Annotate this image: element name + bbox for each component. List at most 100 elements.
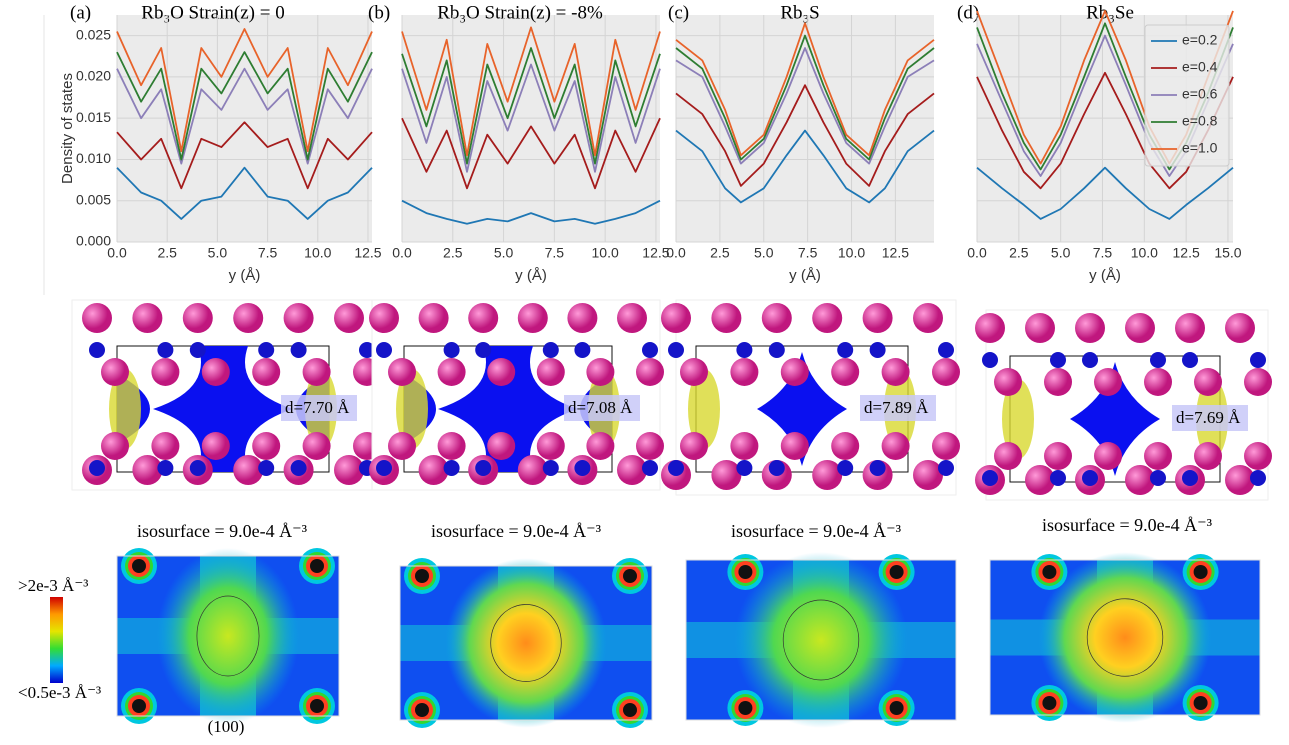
atom [132, 303, 163, 333]
chart-title: Rb₃S [780, 2, 819, 23]
anion [258, 460, 275, 476]
d-label: d=7.08 Å [568, 398, 633, 417]
atom [913, 460, 943, 490]
atom [182, 303, 213, 333]
atom [101, 432, 129, 460]
atom-core [1042, 696, 1057, 710]
x-tick-label: 10.0 [838, 245, 865, 261]
atom [418, 303, 449, 333]
atom [862, 303, 893, 333]
d-label-bg [281, 395, 357, 421]
anion [869, 342, 886, 358]
atom [369, 303, 399, 333]
atom [536, 358, 565, 386]
colorbar-min-label: <0.5e-3 Å⁻³ [18, 683, 101, 702]
anion [574, 460, 591, 476]
anion [1050, 470, 1066, 486]
anion [768, 342, 785, 358]
atom [1194, 442, 1222, 470]
x-tick-label: 12.5 [882, 245, 909, 261]
series-line [401, 63, 661, 173]
atom [780, 432, 809, 460]
y-tick-label: 0.000 [76, 233, 111, 249]
y-tick-label: 0.020 [76, 68, 111, 84]
map-frame [116, 555, 340, 717]
atom-core [889, 701, 904, 715]
series-line [116, 166, 373, 220]
atom [201, 358, 230, 386]
atom [617, 455, 647, 485]
contour [1086, 598, 1164, 677]
atom [680, 358, 708, 386]
charge-blob [1070, 362, 1160, 476]
atom [1225, 313, 1255, 343]
atom [1075, 313, 1105, 343]
map-center [734, 552, 908, 728]
yellow-blob [688, 369, 720, 449]
atom-core [132, 699, 146, 713]
atom [994, 368, 1022, 396]
atom [812, 460, 843, 490]
atom-core [1193, 565, 1208, 579]
legend-label: e=0.6 [1182, 86, 1218, 102]
atom-core [310, 699, 324, 713]
atom [680, 432, 708, 460]
atom [517, 455, 548, 485]
charge-blob [404, 346, 612, 472]
anion [443, 342, 460, 358]
anion [837, 342, 854, 358]
isosurface-label: isosurface = 9.0e-4 Å⁻³ [431, 521, 602, 541]
atom [517, 303, 548, 333]
anion [1250, 470, 1266, 486]
yellow-blob [109, 369, 141, 449]
atom [881, 432, 910, 460]
atom [132, 455, 163, 485]
atom [1244, 442, 1272, 470]
panel-label: (b) [368, 2, 390, 23]
x-tick-label: 7.5 [545, 245, 565, 261]
d-label: d=7.69 Å [1176, 408, 1241, 427]
x-tick-label: 10.0 [592, 245, 619, 261]
series-line [116, 67, 373, 165]
isosurface-label: isosurface = 9.0e-4 Å⁻³ [731, 521, 902, 541]
series-line [401, 117, 661, 190]
contour [196, 595, 260, 677]
series-line [116, 121, 373, 190]
atom [913, 303, 943, 333]
atom [932, 358, 960, 386]
atom [1094, 368, 1122, 396]
atom [151, 432, 180, 460]
anion [982, 352, 998, 368]
atom [437, 358, 466, 386]
atom [334, 455, 364, 485]
anion [574, 342, 591, 358]
atom [283, 303, 314, 333]
x-tick-label: 2.5 [443, 245, 463, 261]
legend-label: e=0.2 [1182, 32, 1218, 48]
x-tick-label: 2.5 [1009, 245, 1029, 261]
x-tick-label: 0.0 [107, 245, 127, 261]
atom [1125, 465, 1155, 495]
series-line [675, 129, 935, 204]
d-label: d=7.89 Å [864, 398, 929, 417]
charge-blob [117, 346, 329, 472]
atom [1194, 368, 1222, 396]
x-tick-label: 5.0 [754, 245, 774, 261]
atom-core [738, 701, 753, 715]
atom [636, 432, 664, 460]
y-axis-label: Density of states [59, 73, 76, 184]
atom [388, 432, 416, 460]
atom [468, 303, 499, 333]
atom [780, 358, 809, 386]
legend-label: e=1.0 [1182, 140, 1218, 156]
map-frame [989, 559, 1261, 716]
atom [567, 303, 598, 333]
chart-title: Rb₃O Strain(z) = -8% [437, 2, 603, 23]
contour [490, 604, 562, 682]
anion [837, 460, 854, 476]
atom [252, 358, 281, 386]
anion [668, 342, 684, 358]
atom [636, 358, 664, 386]
x-axis-label: y (Å) [515, 267, 547, 284]
anion [736, 460, 753, 476]
